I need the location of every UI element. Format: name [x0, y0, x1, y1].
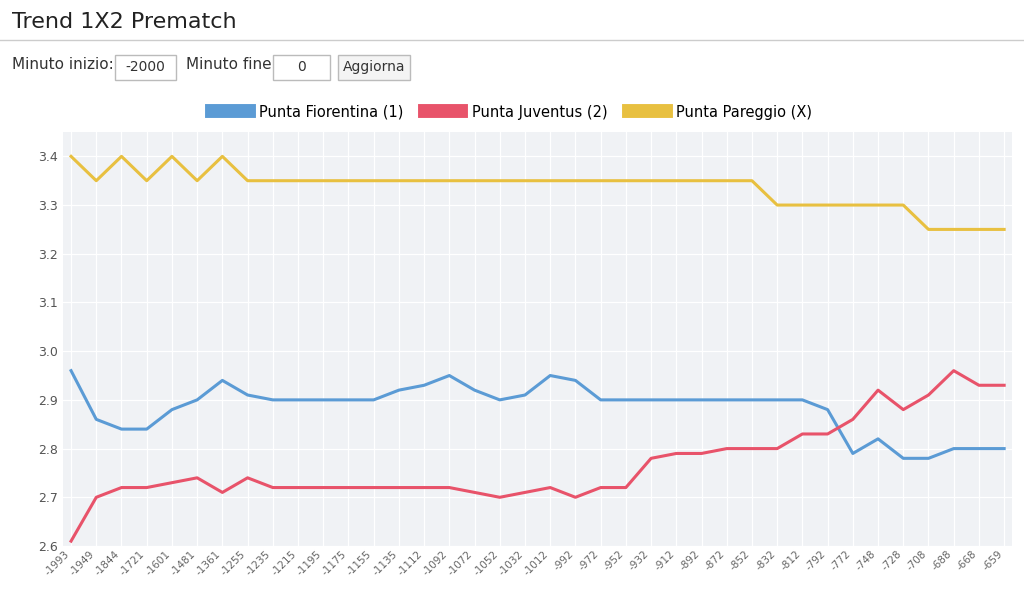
Text: Trend 1X2 Prematch: Trend 1X2 Prematch [12, 12, 237, 32]
FancyBboxPatch shape [273, 54, 330, 79]
FancyBboxPatch shape [338, 54, 410, 79]
Legend: Punta Fiorentina (1), Punta Juventus (2), Punta Pareggio (X): Punta Fiorentina (1), Punta Juventus (2)… [206, 98, 818, 125]
Text: Minuto fine:: Minuto fine: [186, 57, 278, 72]
Text: 0: 0 [297, 60, 306, 74]
Text: Aggiorna: Aggiorna [342, 60, 406, 74]
FancyBboxPatch shape [115, 54, 176, 79]
Text: -2000: -2000 [126, 60, 165, 74]
Text: Minuto inizio:: Minuto inizio: [12, 57, 114, 72]
